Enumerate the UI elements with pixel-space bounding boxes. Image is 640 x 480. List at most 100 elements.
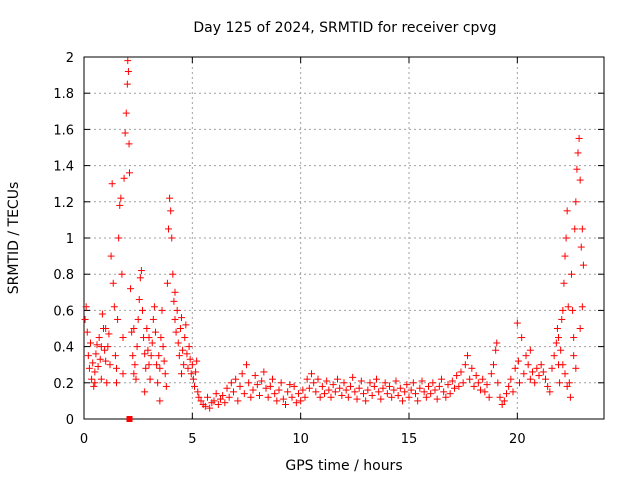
data-point bbox=[169, 270, 177, 278]
data-point bbox=[119, 370, 127, 378]
data-point bbox=[492, 346, 500, 354]
data-point bbox=[316, 393, 324, 401]
y-tick-label: 0.2 bbox=[53, 377, 74, 392]
data-point bbox=[183, 350, 191, 358]
data-point bbox=[197, 397, 205, 405]
data-point bbox=[194, 388, 202, 396]
data-point bbox=[355, 384, 363, 392]
data-point bbox=[334, 375, 341, 383]
data-point bbox=[93, 341, 101, 349]
data-point bbox=[446, 390, 454, 398]
data-point bbox=[145, 361, 153, 369]
data-point bbox=[292, 399, 300, 407]
data-point bbox=[114, 315, 122, 323]
data-point bbox=[514, 357, 522, 365]
data-point bbox=[160, 357, 168, 365]
data-point bbox=[102, 325, 110, 332]
data-point bbox=[113, 379, 120, 387]
data-point bbox=[295, 390, 302, 398]
data-point bbox=[539, 368, 547, 376]
data-point bbox=[401, 388, 409, 396]
data-point bbox=[143, 325, 151, 332]
data-point bbox=[101, 346, 109, 354]
data-point bbox=[275, 386, 283, 394]
data-point bbox=[181, 334, 189, 342]
data-point bbox=[416, 384, 424, 392]
data-point bbox=[124, 67, 132, 75]
data-point bbox=[474, 379, 482, 387]
data-point bbox=[184, 364, 192, 372]
data-point bbox=[425, 382, 432, 390]
data-point bbox=[132, 375, 140, 383]
data-point bbox=[336, 384, 344, 392]
data-point bbox=[123, 80, 131, 88]
data-point bbox=[249, 386, 257, 394]
data-point bbox=[420, 388, 428, 396]
data-point bbox=[338, 391, 346, 399]
x-tick-label: 15 bbox=[401, 432, 418, 447]
data-point bbox=[331, 388, 339, 396]
data-point bbox=[225, 393, 233, 401]
data-point bbox=[511, 364, 519, 372]
y-tick-label: 1.8 bbox=[53, 87, 74, 102]
data-point bbox=[171, 288, 179, 296]
data-point bbox=[574, 149, 582, 157]
data-point bbox=[561, 370, 569, 378]
data-point bbox=[409, 379, 417, 387]
data-point bbox=[572, 198, 580, 206]
data-point bbox=[146, 375, 154, 383]
data-point bbox=[129, 352, 137, 360]
y-tick-label: 0.4 bbox=[53, 341, 74, 356]
data-point bbox=[97, 343, 105, 351]
data-point bbox=[178, 314, 185, 322]
data-point bbox=[258, 377, 266, 385]
data-point bbox=[308, 370, 315, 378]
data-point bbox=[108, 180, 116, 188]
data-point bbox=[573, 165, 581, 173]
data-point bbox=[396, 384, 404, 392]
data-point bbox=[159, 343, 167, 351]
y-tick-label: 1.6 bbox=[53, 123, 74, 138]
data-point bbox=[168, 234, 176, 242]
data-point bbox=[386, 382, 393, 390]
data-point bbox=[191, 382, 198, 390]
data-point bbox=[564, 303, 572, 311]
data-point bbox=[375, 388, 383, 396]
data-point bbox=[507, 375, 515, 383]
data-point bbox=[245, 379, 253, 387]
data-point bbox=[498, 401, 506, 409]
data-point bbox=[323, 377, 331, 385]
data-point bbox=[122, 109, 130, 117]
data-point bbox=[230, 388, 237, 396]
data-point bbox=[279, 395, 287, 403]
data-point bbox=[155, 352, 163, 360]
data-point bbox=[118, 270, 126, 278]
data-point bbox=[568, 270, 575, 278]
data-point bbox=[126, 169, 133, 177]
data-point bbox=[546, 388, 554, 396]
data-point bbox=[524, 361, 532, 369]
data-point bbox=[171, 315, 179, 323]
data-point bbox=[83, 328, 91, 336]
data-point bbox=[526, 375, 534, 383]
data-point bbox=[236, 382, 244, 390]
data-point bbox=[537, 361, 545, 369]
data-point bbox=[157, 334, 165, 342]
data-point bbox=[167, 207, 175, 215]
data-point bbox=[340, 379, 348, 387]
data-point bbox=[286, 381, 294, 389]
data-point bbox=[170, 297, 178, 305]
x-tick-label: 5 bbox=[188, 432, 196, 447]
data-point bbox=[379, 384, 387, 392]
data-point bbox=[189, 375, 197, 383]
data-point bbox=[570, 352, 578, 360]
data-point bbox=[271, 390, 279, 398]
data-point bbox=[575, 134, 583, 142]
data-point bbox=[407, 386, 415, 394]
data-point bbox=[373, 375, 380, 383]
data-point bbox=[399, 397, 406, 405]
data-point bbox=[301, 393, 309, 401]
data-point bbox=[260, 368, 268, 376]
data-point bbox=[383, 390, 391, 398]
